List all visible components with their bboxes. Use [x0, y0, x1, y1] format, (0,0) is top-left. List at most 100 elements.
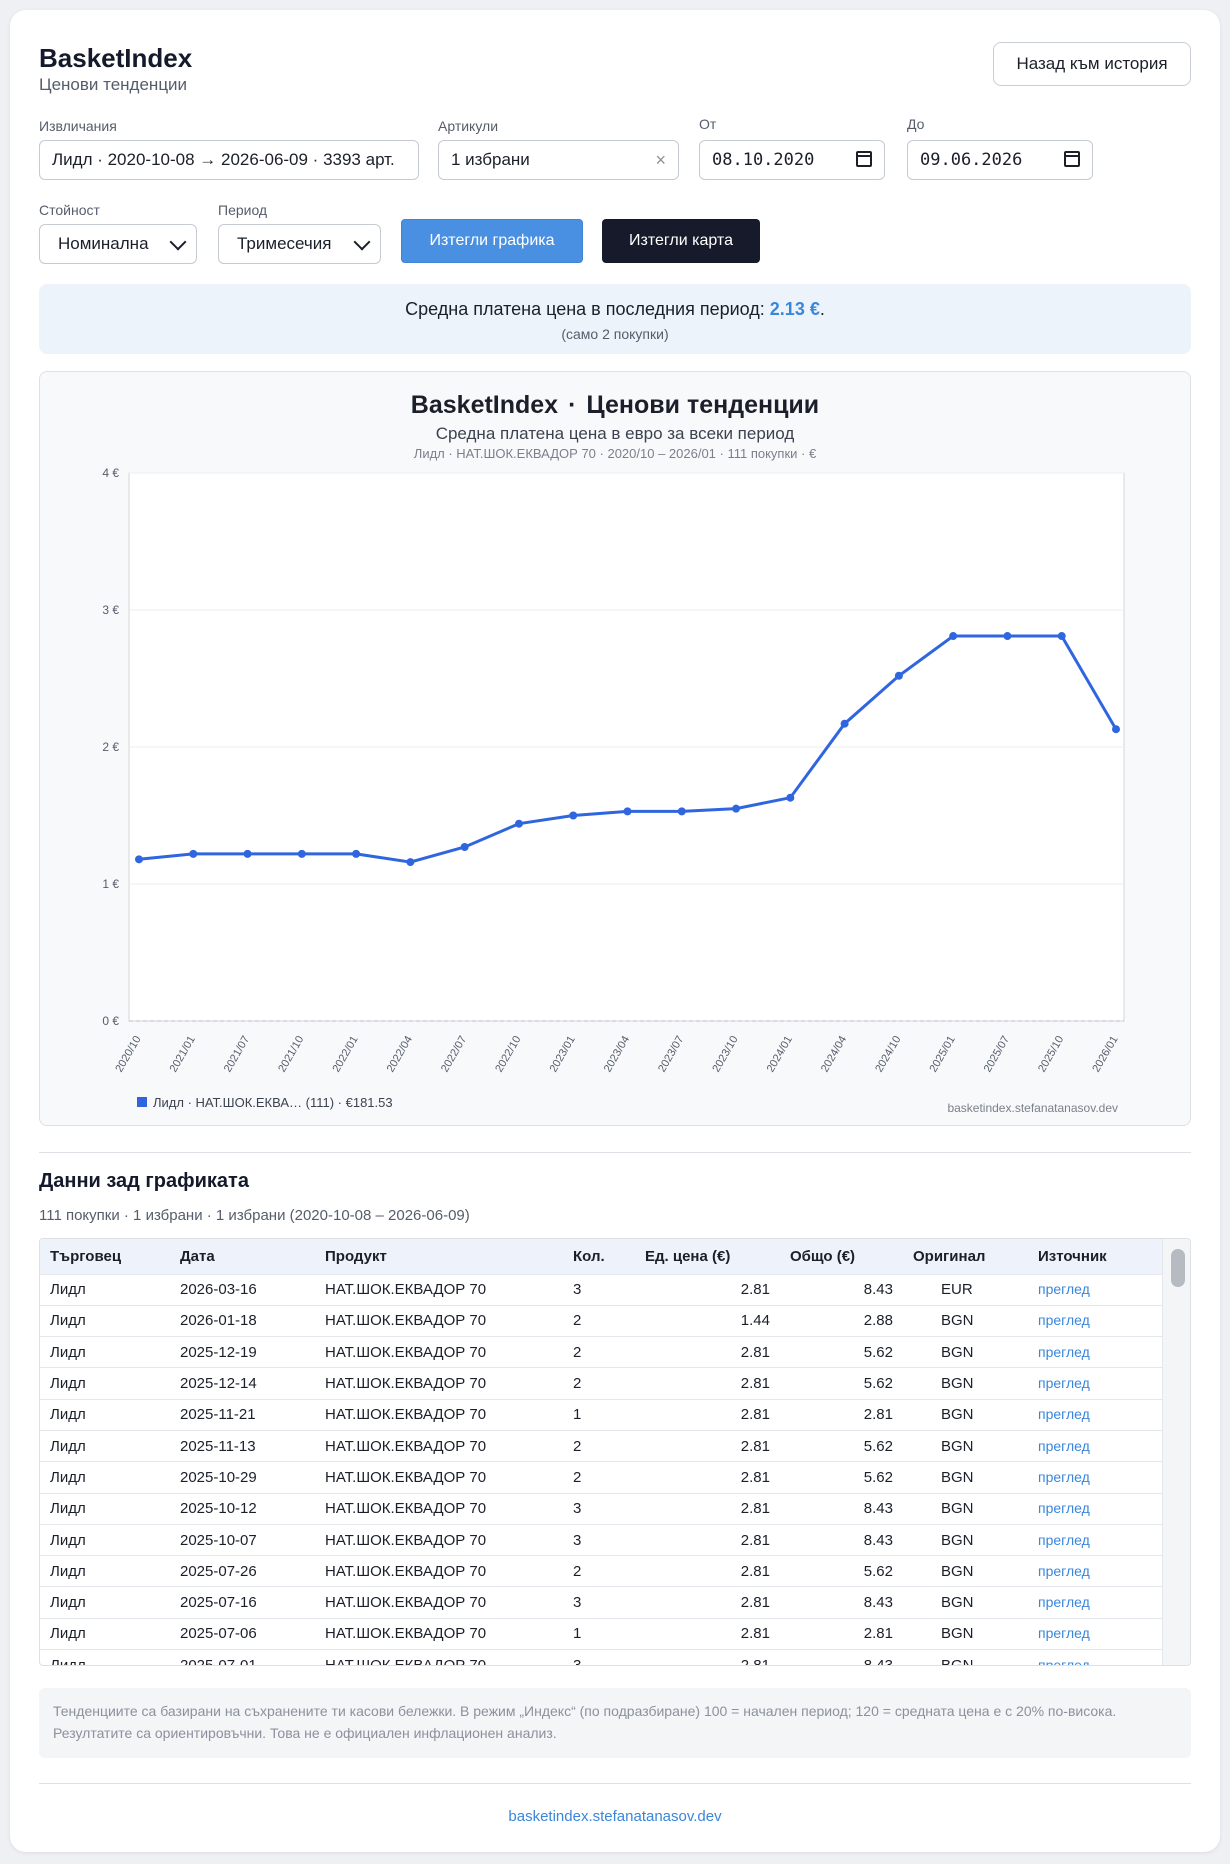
source-link[interactable]: преглед: [1038, 1312, 1090, 1329]
source-link[interactable]: преглед: [1038, 1375, 1090, 1392]
source-cell: преглед: [1028, 1367, 1163, 1400]
table-cell: НАТ.ШОК.ЕКВАДОР 70: [315, 1586, 563, 1619]
main-card: BasketIndex Ценови тенденции Назад към и…: [10, 10, 1220, 1852]
clear-icon[interactable]: ×: [655, 150, 666, 170]
data-table: Търговец Дата Продукт Кол. Ед. цена (€) Общо …: [40, 1239, 1163, 1666]
y-tick-label: 1 €: [102, 877, 119, 891]
from-label: От: [699, 116, 717, 132]
table-cell: 2.81: [635, 1586, 780, 1619]
source-cell: преглед: [1028, 1461, 1163, 1494]
x-tick-label: 2022/04: [385, 1034, 415, 1074]
items-select[interactable]: 1 избрани ×: [438, 140, 679, 180]
source-link[interactable]: преглед: [1038, 1500, 1090, 1517]
extracts-select[interactable]: Лидл · 2020-10-08 → 2026-06-09 · 3393 ар…: [39, 140, 419, 180]
table-cell: BGN: [903, 1586, 1028, 1619]
download-chart-button[interactable]: Изтегли графика: [401, 219, 583, 263]
x-tick-label: 2024/04: [819, 1034, 849, 1074]
scrollbar-thumb[interactable]: [1171, 1249, 1185, 1287]
table-cell: 2025-12-19: [170, 1336, 315, 1368]
table-cell: Лидл: [40, 1429, 170, 1462]
average-price-banner: Средна платена цена в последния период: …: [39, 284, 1191, 354]
data-table-container[interactable]: Търговец Дата Продукт Кол. Ед. цена (€) Общо …: [39, 1238, 1191, 1666]
source-link[interactable]: преглед: [1038, 1656, 1090, 1666]
table-cell: 8.43: [780, 1273, 903, 1306]
calendar-icon[interactable]: [1064, 151, 1080, 167]
table-cell: НАТ.ШОК.ЕКВАДОР 70: [315, 1617, 563, 1650]
table-cell: 5.62: [780, 1367, 903, 1400]
items-label: Артикули: [438, 118, 499, 134]
source-link[interactable]: преглед: [1038, 1468, 1090, 1485]
table-cell: Лидл: [40, 1617, 170, 1650]
x-tick-label: 2023/07: [656, 1034, 686, 1074]
table-cell: 2.81: [635, 1523, 780, 1556]
table-cell: 2.81: [780, 1398, 903, 1431]
source-link[interactable]: преглед: [1038, 1437, 1090, 1454]
from-date-input[interactable]: 08.10.2020: [699, 140, 885, 180]
table-cell: 1: [563, 1398, 635, 1431]
data-point: [189, 849, 198, 858]
table-cell: 2.81: [780, 1617, 903, 1650]
extracts-label: Извличания: [39, 118, 117, 134]
source-link[interactable]: преглед: [1038, 1406, 1090, 1423]
table-cell: 5.62: [780, 1429, 903, 1462]
chevron-down-icon: [169, 233, 187, 251]
table-cell: Лидл: [40, 1461, 170, 1494]
items-value: 1 избрани: [451, 150, 530, 169]
table-cell: BGN: [903, 1367, 1028, 1400]
column-header: Общо (€): [790, 1247, 856, 1265]
table-cell: 2: [563, 1461, 635, 1494]
chart-card: BasketIndex · Ценови тенденции Средна плат…: [39, 371, 1191, 1126]
table-cell: 2.81: [635, 1336, 780, 1368]
x-tick-label: 2023/04: [602, 1034, 632, 1074]
data-point: [677, 807, 686, 816]
table-cell: BGN: [903, 1649, 1028, 1665]
source-cell: преглед: [1028, 1617, 1163, 1650]
back-to-history-button[interactable]: Назад към история: [993, 42, 1191, 86]
table-cell: 8.43: [780, 1586, 903, 1619]
data-point: [949, 632, 958, 641]
source-link[interactable]: преглед: [1038, 1562, 1090, 1579]
column-header: Продукт: [325, 1247, 387, 1265]
brand-title: BasketIndex: [39, 43, 193, 73]
table-cell: Лидл: [40, 1304, 170, 1337]
average-suffix: .: [819, 299, 825, 319]
average-line: Средна платена цена в последния период: …: [39, 299, 1191, 320]
source-link[interactable]: преглед: [1038, 1343, 1090, 1360]
page-subtitle: Ценови тенденции: [39, 75, 188, 94]
x-tick-label: 2025/10: [1036, 1034, 1066, 1074]
source-link[interactable]: преглед: [1038, 1625, 1090, 1642]
table-cell: 2025-10-29: [170, 1461, 315, 1494]
download-card-button[interactable]: Изтегли карта: [602, 219, 760, 263]
table-cell: 2025-10-07: [170, 1523, 315, 1556]
legend-swatch: [137, 1097, 147, 1107]
chart-watermark: basketindex.stefanatanasov.dev: [947, 1101, 1118, 1115]
table-scrollbar[interactable]: [1162, 1239, 1190, 1665]
data-point: [514, 819, 523, 828]
table-cell: НАТ.ШОК.ЕКВАДОР 70: [315, 1273, 563, 1306]
table-cell: 2025-11-21: [170, 1398, 315, 1431]
table-cell: BGN: [903, 1523, 1028, 1556]
source-cell: преглед: [1028, 1304, 1163, 1337]
to-date-input[interactable]: 09.06.2026: [907, 140, 1093, 180]
period-label: Период: [218, 202, 268, 218]
table-cell: EUR: [903, 1273, 1028, 1306]
x-tick-label: 2021/01: [168, 1034, 198, 1074]
table-cell: BGN: [903, 1461, 1028, 1494]
table-cell: 1: [563, 1617, 635, 1650]
y-tick-label: 3 €: [102, 603, 119, 617]
source-cell: преглед: [1028, 1273, 1163, 1306]
source-link[interactable]: преглед: [1038, 1531, 1090, 1548]
period-select[interactable]: Тримесечия: [218, 224, 381, 264]
table-row: Лидл 2025-11-21 НАТ.ШОК.ЕКВАДОР 70 1 2.81 2.8…: [40, 1398, 1163, 1431]
value-select[interactable]: Номинална: [39, 224, 197, 264]
table-cell: 2025-07-16: [170, 1586, 315, 1619]
chevron-down-icon: [353, 233, 371, 251]
table-row: Лидл 2025-10-12 НАТ.ШОК.ЕКВАДОР 70 3 2.81 8.4…: [40, 1492, 1163, 1525]
source-link[interactable]: преглед: [1038, 1594, 1090, 1611]
footer-link[interactable]: basketindex.stefanatanasov.dev: [508, 1808, 722, 1825]
calendar-icon[interactable]: [856, 151, 872, 167]
table-cell: 2.81: [635, 1555, 780, 1587]
source-cell: преглед: [1028, 1586, 1163, 1619]
x-tick-label: 2024/10: [873, 1034, 903, 1074]
source-link[interactable]: преглед: [1038, 1281, 1090, 1298]
